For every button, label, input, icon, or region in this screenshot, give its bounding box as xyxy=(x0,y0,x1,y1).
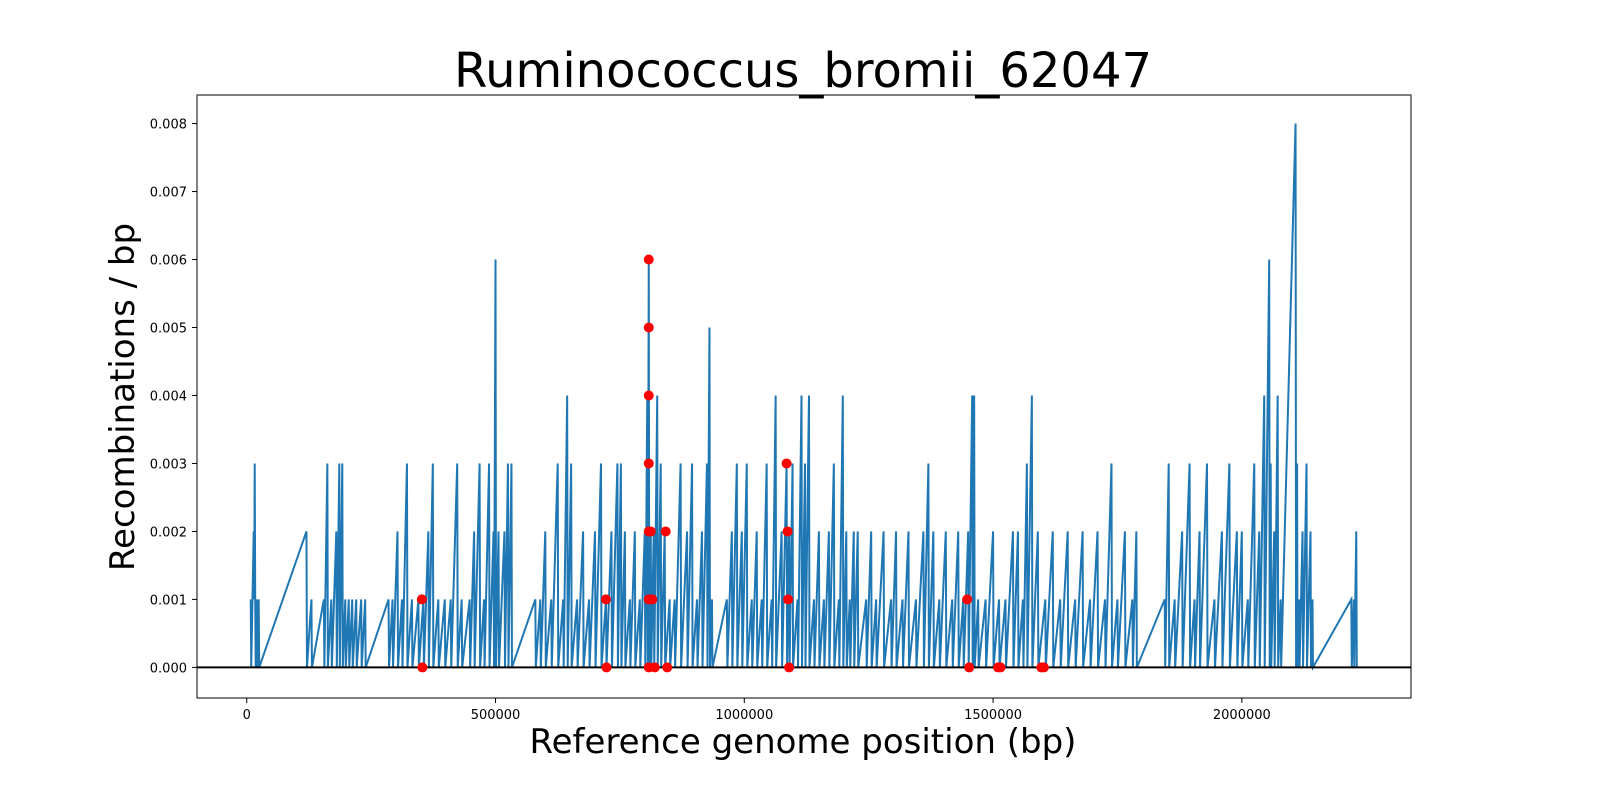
data-point xyxy=(645,526,656,537)
data-point xyxy=(995,662,1006,673)
y-tick-label: 0.007 xyxy=(150,186,187,201)
y-tick-label: 0.002 xyxy=(150,525,187,540)
x-axis: 0 500000 1000000 1500000 2000000 xyxy=(243,698,1271,723)
x-tick-label: 0 xyxy=(243,708,251,723)
data-point xyxy=(643,458,654,469)
y-tick-label: 0.003 xyxy=(150,457,187,472)
y-tick-label: 0.006 xyxy=(150,254,187,269)
y-tick-label: 0.005 xyxy=(150,321,187,336)
recombination-markers xyxy=(416,254,1049,673)
y-tick-label: 0.001 xyxy=(150,593,187,608)
series-line xyxy=(249,123,1358,672)
data-point xyxy=(781,458,792,469)
data-point xyxy=(660,526,671,537)
data-point xyxy=(643,390,654,401)
data-point xyxy=(784,662,795,673)
plot-area xyxy=(249,123,1358,672)
x-tick-label: 500000 xyxy=(471,708,521,723)
y-axis: 0.000 0.001 0.002 0.003 0.004 0.005 0.006 0.007… xyxy=(150,118,197,676)
data-point xyxy=(662,662,673,673)
data-point xyxy=(782,526,793,537)
data-point xyxy=(416,594,427,605)
data-point xyxy=(601,662,612,673)
data-point xyxy=(962,594,973,605)
plot-frame xyxy=(196,94,1412,699)
data-point xyxy=(600,594,611,605)
x-tick-label: 2000000 xyxy=(1213,708,1271,723)
data-point xyxy=(783,594,794,605)
data-point xyxy=(649,662,660,673)
y-tick-label: 0.008 xyxy=(150,118,187,133)
x-tick-label: 1000000 xyxy=(715,708,773,723)
x-tick-label: 1500000 xyxy=(964,708,1022,723)
data-point xyxy=(1038,662,1049,673)
y-tick-label: 0.004 xyxy=(150,389,187,404)
data-point xyxy=(643,254,654,265)
y-axis-label: Recombinations / bp xyxy=(103,223,143,571)
y-tick-label: 0.000 xyxy=(150,661,187,676)
x-axis-label: Reference genome position (bp) xyxy=(530,722,1077,762)
data-point xyxy=(647,594,658,605)
chart-title: Ruminococcus_bromii_62047 xyxy=(454,43,1152,99)
data-point xyxy=(417,662,428,673)
data-point xyxy=(643,322,654,333)
data-point xyxy=(964,662,975,673)
